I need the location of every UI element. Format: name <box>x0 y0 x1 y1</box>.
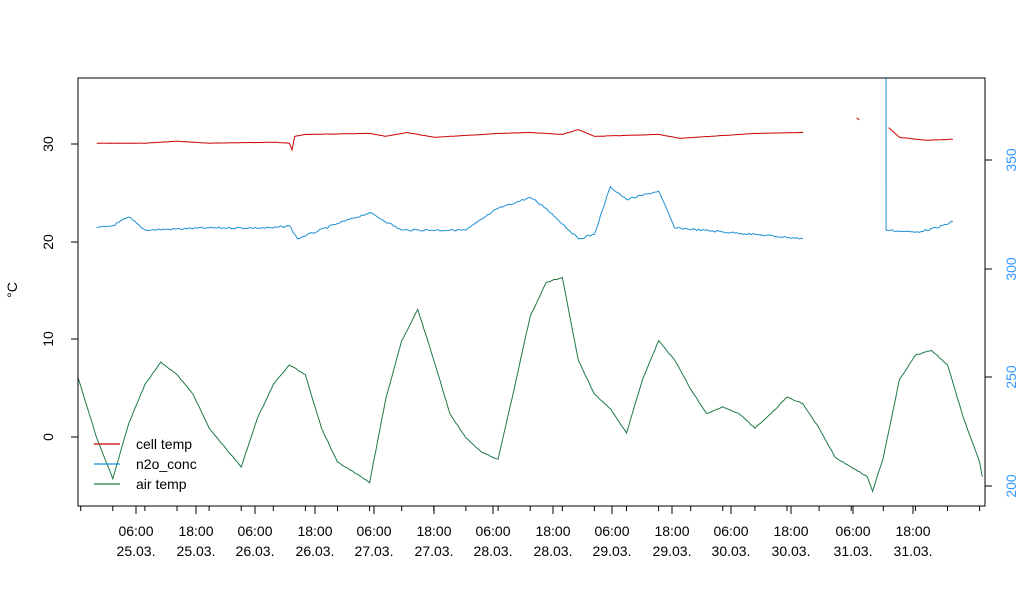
x-tick-date: 27.03. <box>415 543 454 559</box>
right-axis: 200 250 300 350 <box>985 148 1019 498</box>
legend-label: n2o_conc <box>136 456 197 472</box>
x-minor-ticks <box>80 506 981 511</box>
x-tick-time: 18:00 <box>416 523 451 539</box>
y2-tick-label: 250 <box>1003 365 1019 389</box>
x-tick-time: 06:00 <box>118 523 153 539</box>
x-tick-date: 28.03. <box>534 543 573 559</box>
x-tick-time: 06:00 <box>713 523 748 539</box>
series-line-n2o-conc-1 <box>883 77 953 233</box>
x-tick-time: 18:00 <box>895 523 930 539</box>
y-axis-label: °C <box>4 282 20 298</box>
x-tick-date: 30.03. <box>772 543 811 559</box>
x-tick-date: 29.03. <box>653 543 692 559</box>
legend-label: air temp <box>136 476 187 492</box>
left-axis: °C 0 10 20 30 <box>4 136 78 441</box>
y-tick-label: 0 <box>40 433 56 441</box>
x-tick-time: 18:00 <box>654 523 689 539</box>
x-tick-time: 06:00 <box>356 523 391 539</box>
x-tick-time: 18:00 <box>178 523 213 539</box>
x-axis: 06:00 25.03. 18:00 25.03. 06:00 26.03. 1… <box>117 506 933 559</box>
y-tick-label: 30 <box>40 136 56 152</box>
x-tick-date: 30.03. <box>712 543 751 559</box>
y2-tick-label: 300 <box>1003 257 1019 281</box>
series-line-n2o-conc-0 <box>96 185 804 240</box>
series-line-cell-temp-2 <box>888 127 953 141</box>
legend-label: cell temp <box>136 436 192 452</box>
x-tick-time: 18:00 <box>297 523 332 539</box>
x-tick-date: 26.03. <box>236 543 275 559</box>
x-tick-date: 27.03. <box>355 543 394 559</box>
x-tick-time: 06:00 <box>237 523 272 539</box>
x-tick-date: 31.03. <box>894 543 933 559</box>
plot-lines <box>77 77 983 494</box>
legend: cell temp n2o_conc air temp <box>94 436 197 492</box>
y-tick-label: 10 <box>40 331 56 347</box>
x-tick-time: 18:00 <box>535 523 570 539</box>
y2-tick-label: 200 <box>1003 474 1019 498</box>
x-tick-time: 06:00 <box>835 523 870 539</box>
y-tick-label: 20 <box>40 234 56 250</box>
series-line-cell-temp-1 <box>856 117 860 121</box>
series-line-air-temp-0 <box>77 276 983 494</box>
plot-frame <box>77 77 986 507</box>
x-tick-time: 06:00 <box>594 523 629 539</box>
x-tick-time: 18:00 <box>773 523 808 539</box>
x-tick-date: 25.03. <box>117 543 156 559</box>
x-tick-date: 26.03. <box>296 543 335 559</box>
x-tick-date: 25.03. <box>177 543 216 559</box>
x-tick-date: 31.03. <box>834 543 873 559</box>
x-tick-time: 06:00 <box>475 523 510 539</box>
y2-tick-label: 350 <box>1003 148 1019 172</box>
series-line-cell-temp-0 <box>96 129 804 152</box>
x-tick-date: 28.03. <box>474 543 513 559</box>
x-tick-date: 29.03. <box>593 543 632 559</box>
